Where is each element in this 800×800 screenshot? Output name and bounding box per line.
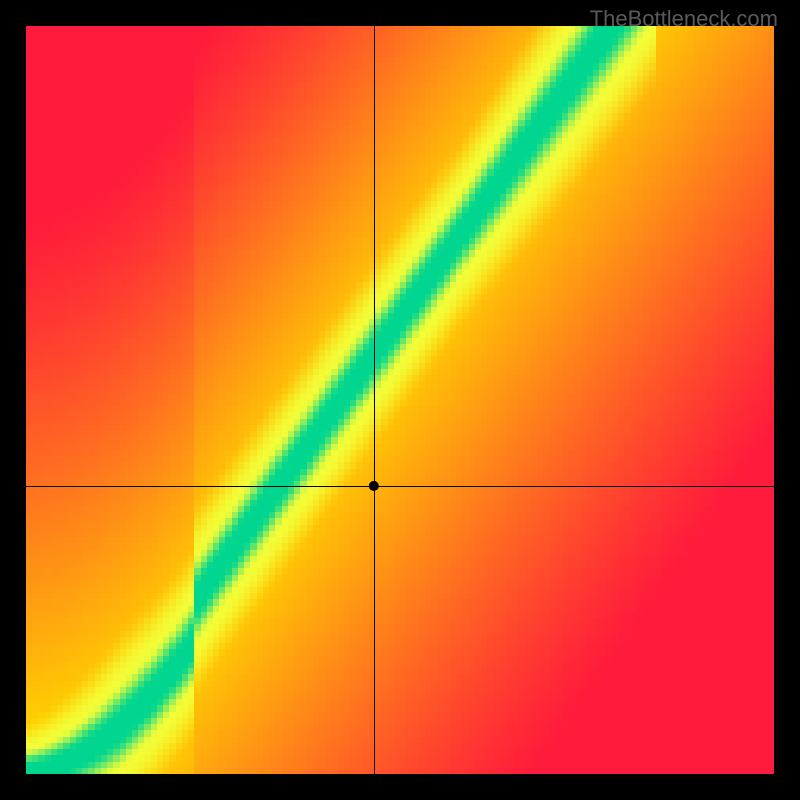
heatmap-canvas <box>0 0 800 800</box>
chart-container: TheBottleneck.com <box>0 0 800 800</box>
